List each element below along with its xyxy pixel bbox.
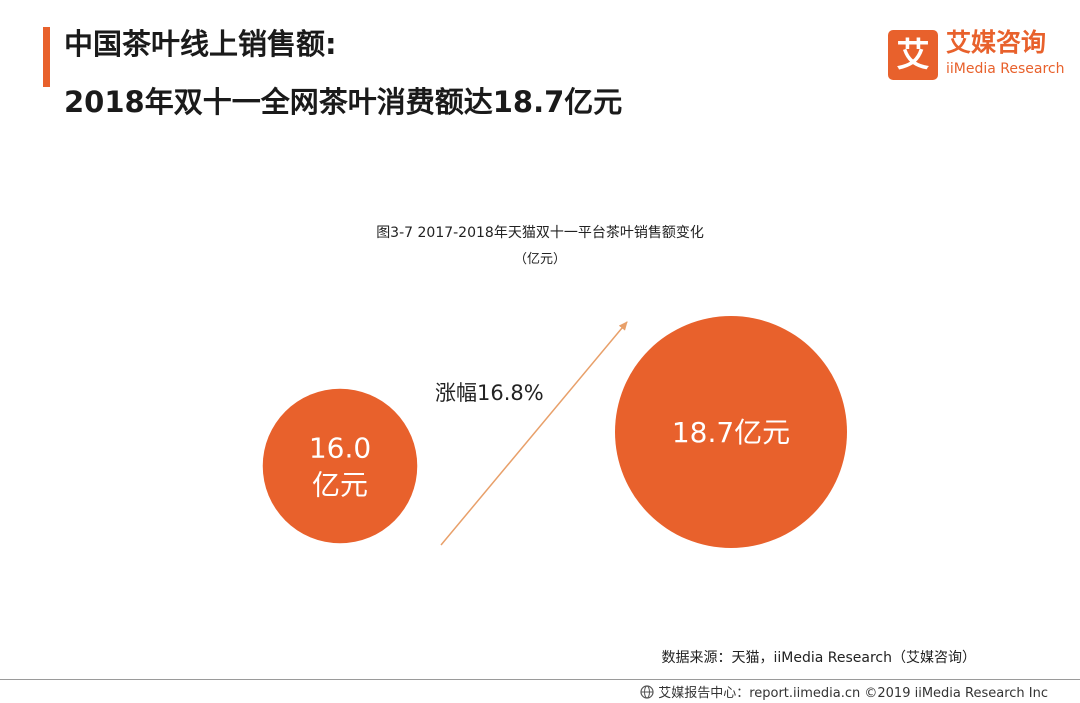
bubble-label-2017: 16.0 亿元 [309,432,371,502]
bubble-2017 [262,388,418,544]
data-source: 数据来源：天猫，iiMedia Research（艾媒咨询） [661,650,977,666]
bubble-label-2018: 18.7亿元 [672,416,790,449]
page-subtitle: 2018年双十一全网茶叶消费额达18.7亿元 [64,85,623,119]
globe-icon [640,684,654,699]
footer: 艾媒报告中心：report.iimedia.cn ©2019 iiMedia R… [640,682,1048,701]
growth-arrow [440,321,628,546]
brand-mark-icon: 艾 [888,30,938,80]
growth-annotation: 涨幅16.8% [435,381,544,405]
brand-logo: 艾 艾媒咨询 iiMedia Research [888,28,1065,80]
chart-title: 图3-7 2017-2018年天猫双十一平台茶叶销售额变化 [376,225,704,241]
brand-name-en: iiMedia Research [946,61,1065,77]
title-accent-bar [43,27,50,87]
footer-text: 艾媒报告中心：report.iimedia.cn ©2019 iiMedia R… [658,686,1048,701]
chart-unit: （亿元） [513,252,566,267]
brand-name-cn: 艾媒咨询 [946,28,1047,57]
footer-divider [0,679,1080,680]
page-title: 中国茶叶线上销售额: [64,27,337,61]
bubble-2018 [615,316,847,548]
